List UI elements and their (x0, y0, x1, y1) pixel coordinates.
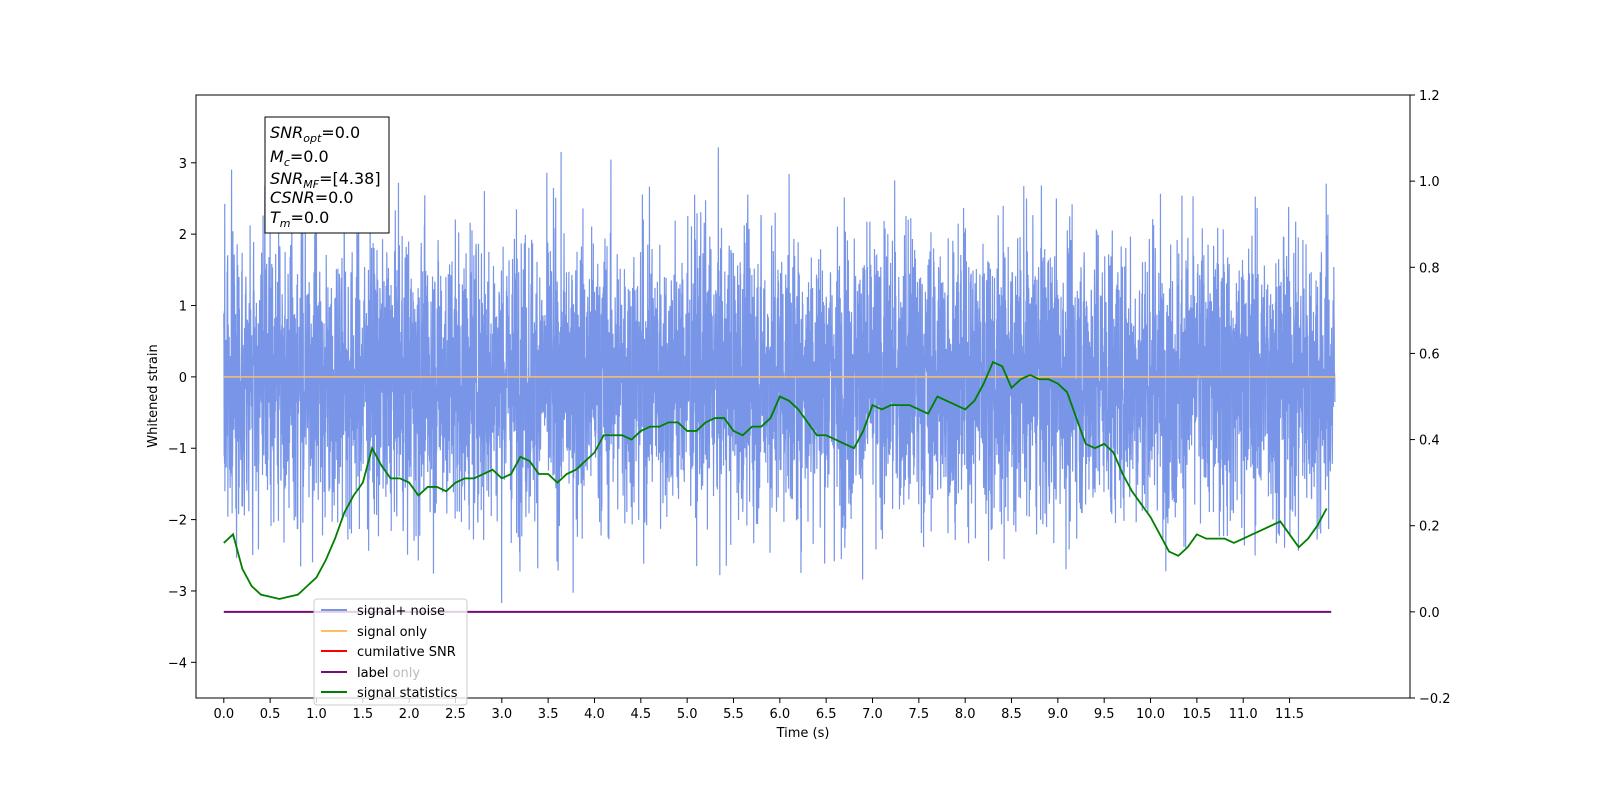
x-tick-label: 2.5 (445, 707, 466, 722)
series-signal-statistics (223, 360, 1328, 600)
x-tick-label: 8.5 (1001, 707, 1022, 722)
annotation-box: SNRopt=0.0 Mc=0.0 SNRMF=[4.38] CSNR=0.0 … (264, 116, 390, 234)
y2-tick-label: −0.2 (1419, 692, 1451, 707)
x-tick-label: 5.5 (723, 707, 744, 722)
legend-label-signal-only: signal only (357, 625, 427, 640)
x-tick-label: 10.5 (1182, 707, 1211, 722)
legend-frame (313, 598, 468, 706)
x-tick-label: 11.0 (1229, 707, 1258, 722)
x-tick-label: 9.0 (1048, 707, 1069, 722)
legend-label-label-only: label only (357, 666, 420, 681)
x-tick-label: 1.0 (306, 707, 327, 722)
y2-tick-label: 1.0 (1419, 175, 1440, 190)
x-tick-label: 9.5 (1094, 707, 1115, 722)
y-tick-label: 0 (179, 371, 187, 386)
y-axis-ticks: 3 2 1 0 −1 −2 −3 −4 (168, 157, 196, 671)
x-tick-label: 2.0 (399, 707, 420, 722)
x-tick-label: 8.0 (955, 707, 976, 722)
y-tick-label: −4 (168, 656, 187, 671)
x-axis-ticks: 0.0 0.5 1.0 1.5 2.0 2.5 3.0 3.5 4.0 4.5 5.0 5.5 6.0 6… (213, 698, 1304, 722)
axes-frame (195, 94, 1411, 699)
y2-tick-label: 1.2 (1419, 89, 1440, 104)
annotation-line-csnr: CSNR=0.0 (270, 188, 354, 207)
y2-tick-label: 0.6 (1419, 347, 1440, 362)
y-tick-label: 2 (179, 228, 187, 243)
y-tick-label: 3 (179, 157, 187, 172)
y-axis-label: Whitened strain (146, 344, 161, 447)
x-tick-label: 3.5 (538, 707, 559, 722)
legend-label-signal-noise: signal+ noise (357, 604, 445, 619)
x-tick-label: 7.5 (908, 707, 929, 722)
y2-tick-label: 0.0 (1419, 606, 1440, 621)
x-tick-label: 6.0 (769, 707, 790, 722)
y2-tick-label: 0.2 (1419, 520, 1440, 535)
x-tick-label: 4.5 (630, 707, 651, 722)
x-tick-label: 10.0 (1136, 707, 1165, 722)
annotation-line-snr-opt: SNRopt=0.0 (270, 123, 360, 145)
y-tick-label: −1 (168, 442, 187, 457)
x-tick-label: 0.5 (260, 707, 281, 722)
legend-label-signal-statistics: signal statistics (357, 686, 458, 701)
x-tick-label: 4.0 (584, 707, 605, 722)
y2-tick-label: 0.4 (1419, 434, 1440, 449)
x-tick-label: 6.5 (816, 707, 837, 722)
x-tick-label: 11.5 (1275, 707, 1304, 722)
annotation-line-snr-mf: SNRMF=[4.38] (270, 169, 381, 191)
x-tick-label: 7.0 (862, 707, 883, 722)
x-tick-label: 0.0 (213, 707, 234, 722)
annotation-frame (264, 116, 390, 234)
legend-label-label: label (357, 666, 388, 681)
annotation-line-mc: Mc=0.0 (270, 147, 329, 169)
y-tick-label: −3 (168, 585, 187, 600)
series-signal-noise (223, 147, 1336, 603)
x-tick-label: 1.5 (352, 707, 373, 722)
x-axis-label: Time (s) (776, 726, 830, 741)
y2-axis-ticks: 1.2 1.0 0.8 0.6 0.4 0.2 0.0 −0.2 (1410, 89, 1451, 707)
legend-label-cumulative-snr: cumilative SNR (357, 645, 456, 660)
y2-tick-label: 0.8 (1419, 261, 1440, 276)
y-tick-label: 1 (179, 300, 187, 315)
x-tick-label: 5.0 (677, 707, 698, 722)
y-tick-label: −2 (168, 514, 187, 529)
legend: signal+ noise signal only cumilative SNR… (313, 598, 468, 706)
annotation-line-tm: Tm=0.0 (270, 208, 329, 230)
x-tick-label: 3.0 (491, 707, 512, 722)
